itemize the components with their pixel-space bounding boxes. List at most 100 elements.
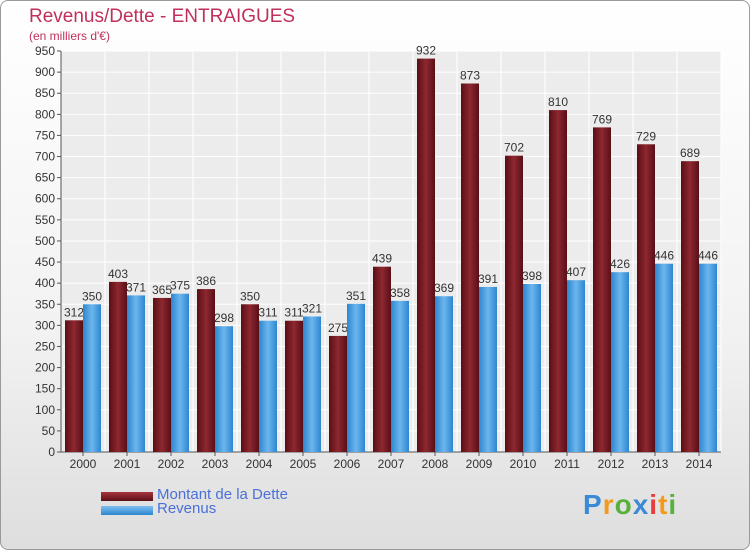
legend-label-dette: Montant de la Dette xyxy=(157,486,288,503)
data-label-dette: 769 xyxy=(592,112,612,126)
y-tick-label: 650 xyxy=(35,171,55,185)
x-tick-label: 2010 xyxy=(510,457,537,471)
y-tick-label: 850 xyxy=(35,86,55,100)
data-label-revenus: 426 xyxy=(610,257,630,271)
y-tick-label: 400 xyxy=(35,276,55,290)
bar-dette xyxy=(329,335,347,452)
y-tick-label: 50 xyxy=(42,424,56,438)
bar-dette xyxy=(505,155,523,452)
bar-dette xyxy=(461,83,479,452)
y-tick-label: 700 xyxy=(35,150,55,164)
x-tick-label: 2012 xyxy=(598,457,625,471)
y-tick-label: 350 xyxy=(35,297,55,311)
y-tick-label: 900 xyxy=(35,65,55,79)
bar-revenus xyxy=(171,293,189,452)
data-label-revenus: 446 xyxy=(698,249,718,263)
bar-revenus xyxy=(479,286,497,452)
data-label-dette: 403 xyxy=(108,267,128,281)
bar-revenus xyxy=(435,296,453,452)
data-label-dette: 275 xyxy=(328,321,348,335)
bar-dette xyxy=(109,281,127,452)
y-tick-label: 200 xyxy=(35,361,55,375)
y-tick-label: 300 xyxy=(35,318,55,332)
data-label-dette: 350 xyxy=(240,289,260,303)
bar-revenus xyxy=(523,284,541,452)
bar-dette xyxy=(681,161,699,452)
bar-revenus xyxy=(303,316,321,452)
x-tick-label: 2013 xyxy=(642,457,669,471)
data-label-revenus: 375 xyxy=(170,279,190,293)
x-tick-label: 2000 xyxy=(70,457,97,471)
x-tick-label: 2003 xyxy=(202,457,229,471)
bar-dette xyxy=(637,144,655,452)
legend-swatch-dette xyxy=(101,492,153,501)
data-label-dette: 365 xyxy=(152,283,172,297)
data-label-revenus: 446 xyxy=(654,249,674,263)
y-tick-label: 250 xyxy=(35,339,55,353)
bar-revenus xyxy=(215,326,233,452)
data-label-dette: 386 xyxy=(196,274,216,288)
bar-dette xyxy=(65,320,83,452)
data-label-revenus: 358 xyxy=(390,286,410,300)
bar-revenus xyxy=(699,263,717,452)
data-label-dette: 311 xyxy=(284,306,303,320)
y-tick-label: 800 xyxy=(35,107,55,121)
bar-revenus xyxy=(259,320,277,452)
data-label-revenus: 350 xyxy=(82,289,102,303)
y-tick-label: 0 xyxy=(48,445,55,459)
data-label-revenus: 371 xyxy=(126,280,146,294)
bar-revenus xyxy=(391,300,409,452)
bar-revenus xyxy=(347,303,365,452)
data-label-dette: 439 xyxy=(372,252,392,266)
data-label-revenus: 298 xyxy=(214,311,234,325)
x-tick-label: 2006 xyxy=(334,457,361,471)
bar-dette xyxy=(549,110,567,453)
data-label-revenus: 391 xyxy=(478,272,498,286)
bar-dette xyxy=(197,289,215,452)
y-tick-label: 950 xyxy=(35,44,55,58)
bar-dette xyxy=(153,297,171,452)
x-tick-label: 2008 xyxy=(422,457,449,471)
chart-subtitle: (en milliers d'€) xyxy=(29,29,110,43)
bar-dette xyxy=(593,127,611,452)
x-tick-label: 2007 xyxy=(378,457,405,471)
bar-revenus xyxy=(83,304,101,452)
bar-revenus xyxy=(127,295,145,452)
data-label-revenus: 351 xyxy=(346,289,366,303)
proxiti-logo: Proxiti xyxy=(583,489,678,520)
legend-label-revenus: Revenus xyxy=(157,500,217,517)
data-label-revenus: 398 xyxy=(522,269,542,283)
y-tick-label: 450 xyxy=(35,255,55,269)
data-label-dette: 689 xyxy=(680,146,700,160)
x-tick-label: 2002 xyxy=(158,457,185,471)
data-label-dette: 873 xyxy=(460,69,480,83)
y-tick-label: 100 xyxy=(35,403,55,417)
x-tick-label: 2004 xyxy=(246,457,273,471)
y-tick-label: 150 xyxy=(35,382,55,396)
data-label-revenus: 369 xyxy=(434,281,454,295)
bar-dette xyxy=(417,58,435,452)
x-tick-label: 2011 xyxy=(554,457,580,471)
data-label-dette: 932 xyxy=(416,44,436,58)
x-tick-label: 2009 xyxy=(466,457,493,471)
y-tick-label: 550 xyxy=(35,213,55,227)
bar-dette xyxy=(373,266,391,452)
legend-swatch-revenus xyxy=(101,506,153,515)
data-label-revenus: 311 xyxy=(258,306,277,320)
bar-revenus xyxy=(611,272,629,452)
data-label-dette: 729 xyxy=(636,129,656,143)
data-label-dette: 702 xyxy=(504,141,524,155)
y-tick-label: 600 xyxy=(35,192,55,206)
x-tick-label: 2001 xyxy=(114,457,141,471)
data-label-dette: 312 xyxy=(64,305,84,319)
bar-revenus xyxy=(655,263,673,452)
bar-dette xyxy=(241,304,259,452)
data-label-revenus: 407 xyxy=(566,265,586,279)
data-label-dette: 810 xyxy=(548,95,568,109)
x-tick-label: 2014 xyxy=(686,457,713,471)
bar-dette xyxy=(285,320,303,452)
data-label-revenus: 321 xyxy=(302,302,322,316)
bar-revenus xyxy=(567,280,585,452)
